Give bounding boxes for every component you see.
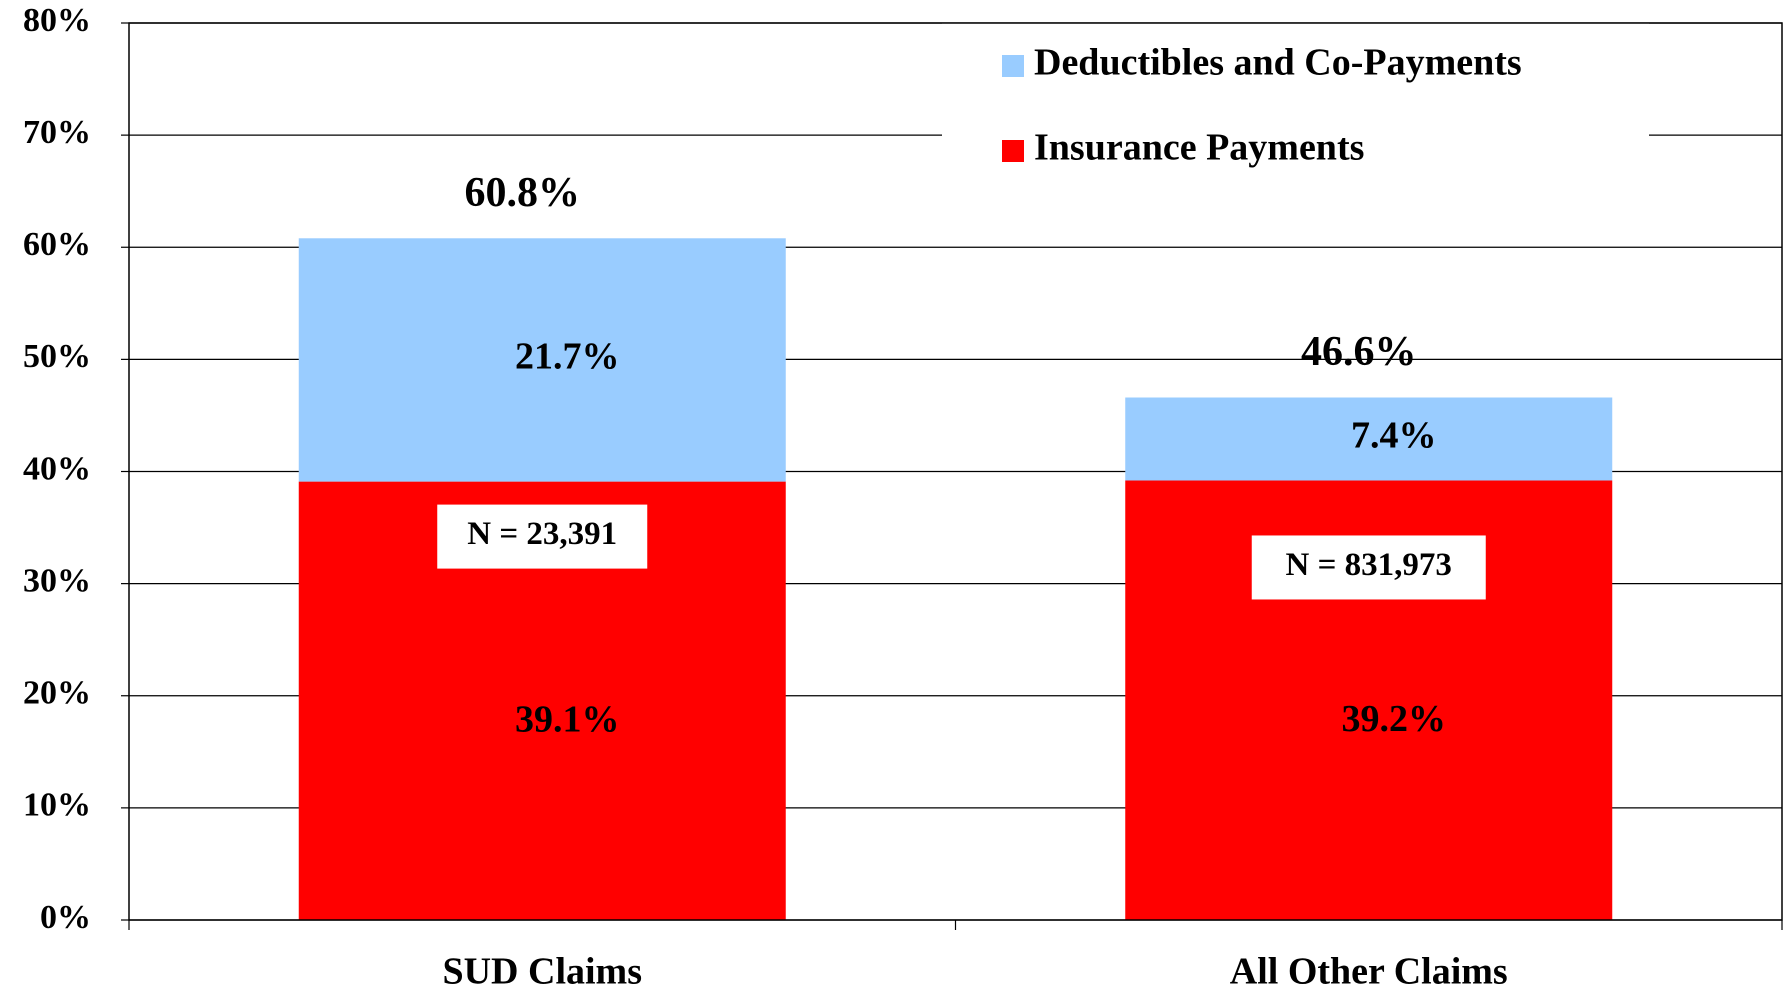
annotation-box — [1251, 535, 1486, 600]
y-tick-label: 20% — [23, 675, 91, 712]
y-tick-label: 30% — [23, 562, 91, 599]
value-label: 7.4% — [1351, 415, 1437, 457]
y-tick-label: 0% — [40, 899, 91, 936]
y-tick-label: 50% — [23, 338, 91, 375]
total-label: 46.6% — [1301, 329, 1417, 375]
y-tick-label: 40% — [23, 450, 91, 487]
y-tick-label: 70% — [23, 114, 91, 151]
annotation: N = 23,391 — [467, 516, 617, 552]
y-tick-label: 80% — [23, 2, 91, 39]
y-tick-label: 10% — [23, 787, 91, 824]
annotation-box — [437, 504, 648, 569]
y-tick-label: 60% — [23, 226, 91, 263]
legend-box — [942, 23, 1649, 148]
value-label: 21.7% — [515, 336, 620, 378]
legend-label: Insurance Payments — [1034, 127, 1364, 169]
x-tick-label: All Other Claims — [1230, 951, 1508, 993]
legend-label: Deductibles and Co-Payments — [1034, 42, 1522, 84]
value-label: 39.1% — [515, 698, 620, 740]
legend-swatch — [1002, 140, 1024, 162]
legend-swatch — [1002, 55, 1024, 77]
plot-frame — [128, 22, 1783, 921]
x-tick-label: SUD Claims — [442, 951, 642, 993]
bar-segment — [298, 238, 786, 482]
bar-segment — [1125, 397, 1613, 481]
value-label: 39.2% — [1342, 698, 1447, 740]
total-label: 60.8% — [465, 170, 581, 216]
annotation: N = 831,973 — [1286, 547, 1452, 583]
